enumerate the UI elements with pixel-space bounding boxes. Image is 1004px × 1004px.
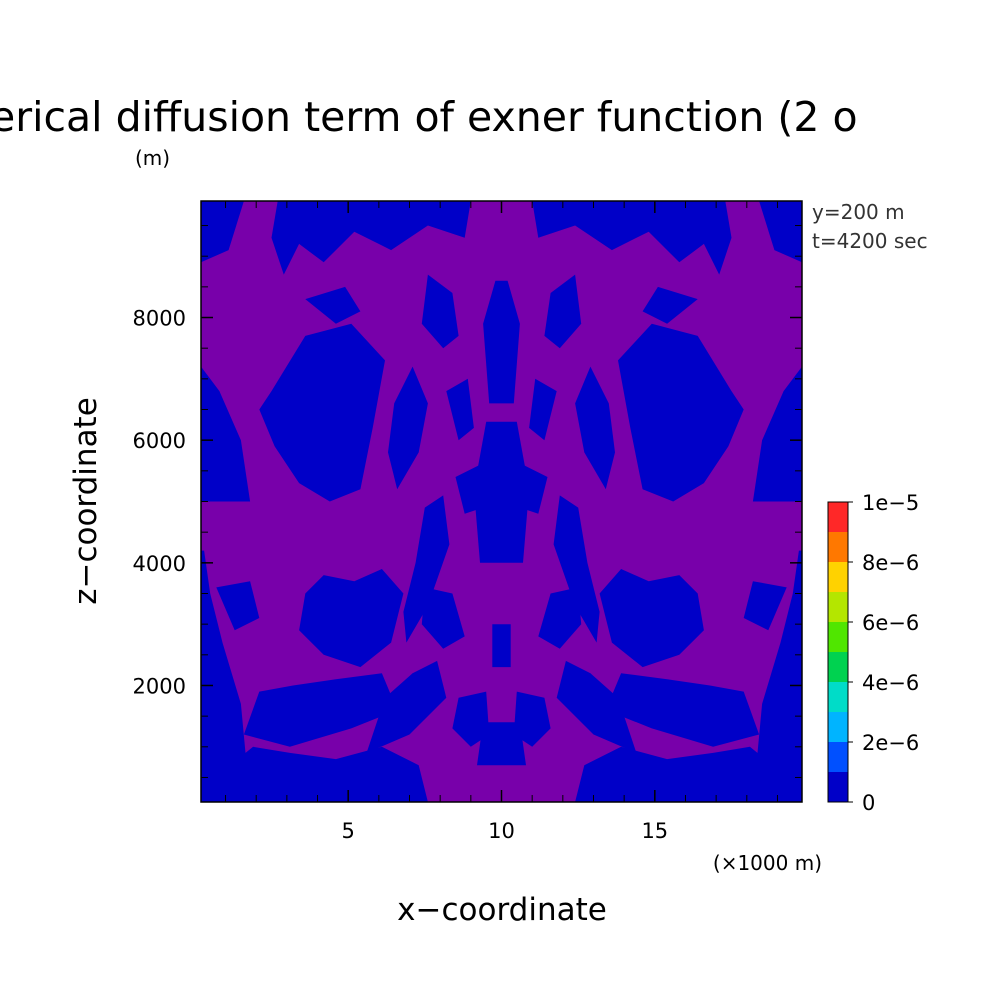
low-region (296, 703, 336, 735)
colorbar-tick-label: 0 (862, 791, 875, 815)
low-region (201, 550, 251, 802)
low-region (216, 581, 260, 631)
colorbar-segment (828, 712, 848, 742)
colorbar: 0 2e−6 4e−6 6e−6 8e−6 1e−5 (827, 491, 919, 815)
low-region (201, 366, 251, 502)
low-region-mirror (667, 703, 707, 735)
colorbar-tick-label: 1e−5 (862, 491, 919, 515)
x-tick-label: 10 (488, 819, 515, 843)
annotation-y: y=200 m (812, 200, 905, 224)
low-region-mirror (642, 286, 698, 324)
low-region-mirror (743, 581, 787, 631)
colorbar-tick-label: 2e−6 (862, 731, 919, 755)
colorbar-tick-label: 8e−6 (862, 551, 919, 575)
low-region (366, 660, 447, 753)
x-tick-label: 15 (641, 819, 668, 843)
low-region-mirror (575, 746, 772, 802)
x-axis-label: x−coordinate (397, 892, 607, 928)
colorbar-segment (828, 562, 848, 592)
low-region (271, 201, 471, 275)
low-region-mirror (752, 366, 802, 502)
colorbar-tick-label: 4e−6 (862, 671, 919, 695)
low-region (446, 378, 474, 441)
low-region-mirror (752, 550, 802, 802)
low-region (305, 286, 361, 324)
y-tick-label: 2000 (133, 674, 186, 698)
low-region-mirror (532, 201, 732, 275)
low-region-center (483, 280, 520, 404)
y-tick-label: 8000 (133, 307, 186, 331)
colorbar-segment (828, 502, 848, 532)
low-region-mirror (575, 366, 615, 490)
low-value-regions (201, 201, 802, 802)
colorbar-segment (828, 592, 848, 622)
y-axis: 2000 4000 6000 8000 (133, 225, 802, 778)
low-region (421, 587, 465, 649)
low-region (421, 274, 459, 349)
colorbar-segment (828, 742, 848, 772)
low-region-mirror (544, 274, 582, 349)
low-region-mirror (759, 201, 802, 263)
low-region (299, 569, 404, 668)
colorbar-segment (828, 772, 848, 802)
low-region-mirror (529, 378, 557, 441)
low-region-mirror (513, 691, 551, 747)
colorbar-frame (827, 501, 849, 803)
y-axis-label: z−coordinate (68, 397, 104, 605)
colorbar-tick-label: 6e−6 (862, 611, 919, 635)
low-region (259, 323, 385, 502)
x-tick-label: 5 (341, 819, 354, 843)
y-tick-label: 6000 (133, 429, 186, 453)
annotation-t: t=4200 sec (812, 229, 928, 253)
colorbar-segment (828, 622, 848, 652)
low-region (403, 495, 450, 643)
low-region-center (492, 624, 511, 668)
low-region (201, 201, 244, 263)
low-region-mirror (599, 569, 704, 668)
low-region-center (473, 421, 530, 563)
low-region-mirror (556, 660, 637, 753)
colorbar-segment (828, 652, 848, 682)
low-region (388, 366, 428, 490)
chart-title: erical diffusion term of exner function … (0, 93, 858, 141)
colorbar-segment (828, 682, 848, 712)
x-axis: 5 10 15 (225, 201, 778, 843)
plot-area (201, 201, 802, 802)
low-region-mirror (538, 587, 582, 649)
low-region-mirror (553, 495, 600, 643)
low-region (452, 691, 490, 747)
colorbar-segment (828, 532, 848, 562)
low-region-mirror (618, 323, 744, 502)
low-region-center (477, 722, 526, 766)
y-tick-label: 4000 (133, 552, 186, 576)
low-region (231, 746, 428, 802)
title-unit: (m) (135, 146, 170, 170)
x-axis-unit: (×1000 m) (713, 851, 822, 875)
